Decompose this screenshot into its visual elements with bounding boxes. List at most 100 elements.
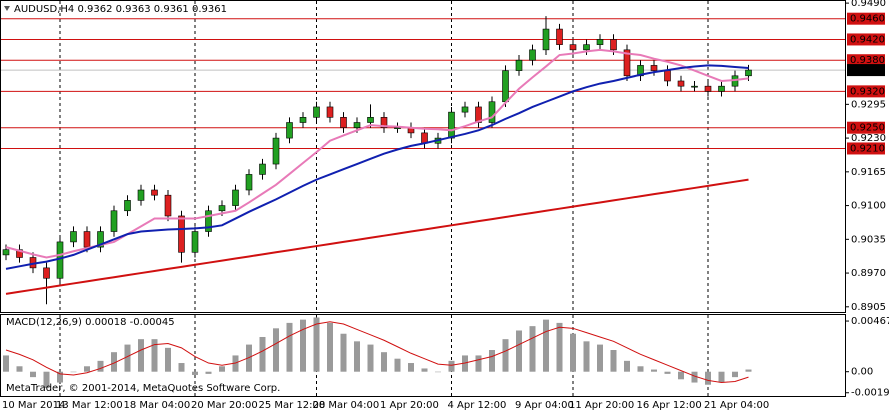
macd-panel — [0, 314, 846, 397]
candle-body — [191, 231, 199, 253]
y-tick-label: 0.9035 — [851, 234, 886, 245]
candle-body — [380, 117, 388, 129]
level-label-bg — [847, 142, 885, 155]
candle-body — [97, 231, 104, 248]
macd-bar — [637, 366, 644, 372]
macd-bar — [489, 350, 495, 372]
macd-bar — [30, 371, 36, 378]
level-label-bg — [847, 54, 885, 67]
macd-bar — [151, 339, 158, 372]
candle-body — [650, 65, 658, 71]
macd-bar — [691, 371, 698, 383]
macd-bar — [381, 352, 387, 372]
macd-bar — [435, 371, 441, 373]
level-label-bg — [847, 12, 885, 25]
last-price-bg — [847, 64, 885, 77]
candle-body — [556, 28, 563, 45]
macd-bar — [165, 347, 171, 372]
y-tick-label: 0.00 — [851, 367, 873, 378]
macd-bar — [408, 363, 414, 372]
macd-bar — [178, 363, 185, 372]
macd-bar — [124, 344, 131, 372]
candle-body — [542, 28, 550, 51]
macd-bar — [219, 366, 225, 372]
macd-bar — [57, 371, 63, 383]
macd-bar — [300, 319, 306, 372]
level-label: 0.9320 — [850, 86, 885, 97]
y-tick-label: 0.9100 — [851, 201, 886, 212]
candle-body — [56, 241, 64, 279]
level-label: 0.9420 — [850, 34, 885, 45]
candle-body — [394, 127, 401, 130]
candle-body — [515, 59, 523, 71]
y-tick-label: 0.9165 — [851, 167, 886, 178]
x-tick-label: 10 Mar 2014 — [2, 400, 65, 411]
candle-body — [299, 117, 307, 123]
candle-body — [2, 249, 10, 256]
x-tick-label: 16 Apr 12:00 — [637, 400, 702, 411]
macd-bar — [664, 371, 671, 374]
candle-body — [245, 174, 253, 191]
y-tick-label: 0.9295 — [851, 99, 886, 110]
last-price-label: 0.9361 — [850, 65, 885, 76]
macd-bar — [84, 366, 90, 372]
watermark: MetaTrader, © 2001-2014, MetaQuotes Soft… — [6, 383, 280, 394]
candle-body — [704, 85, 712, 92]
macd-bar — [138, 339, 144, 372]
macd-bar — [394, 358, 401, 372]
macd-bar — [705, 371, 711, 385]
x-tick-label: 25 Mar 12:00 — [259, 400, 326, 411]
candle-body — [340, 117, 347, 129]
candle-body — [718, 85, 725, 92]
x-tick-label: 4 Apr 12:00 — [448, 400, 507, 411]
macd-bar — [651, 369, 657, 372]
macd-bar — [259, 336, 266, 372]
level-label: 0.9250 — [850, 123, 885, 134]
candle-body — [137, 189, 145, 201]
candle-body — [421, 132, 428, 144]
macd-bar — [286, 322, 293, 372]
macd-bar — [354, 341, 360, 372]
macd-bar — [340, 333, 347, 372]
candle-body — [272, 137, 280, 165]
symbol-icon — [4, 6, 10, 11]
macd-bar — [232, 355, 239, 372]
macd-bar — [570, 333, 576, 372]
candle-body — [124, 200, 131, 212]
candle-body — [83, 231, 91, 248]
candle-body — [448, 111, 455, 139]
candle-body — [313, 106, 320, 118]
macd-bar — [610, 350, 617, 372]
price-panel — [0, 0, 846, 313]
macd-bar — [516, 330, 522, 372]
macd-bar — [462, 355, 468, 372]
macd-bar — [97, 360, 104, 372]
candle-body — [110, 210, 118, 232]
level-label: 0.9380 — [850, 55, 885, 66]
macd-bar — [624, 360, 630, 372]
candle-body — [637, 65, 644, 77]
candle-body — [677, 80, 685, 87]
moving-average — [5, 178, 749, 295]
macd-bar — [273, 328, 279, 372]
macd-bar — [732, 371, 738, 378]
macd-signal — [5, 321, 749, 384]
macd-bar — [313, 317, 320, 372]
candle-body — [178, 215, 185, 253]
level-label-bg — [847, 85, 885, 98]
candle-body — [502, 70, 509, 103]
y-tick-label: 0.9230 — [851, 133, 886, 144]
moving-average — [5, 64, 749, 270]
macd-title: MACD(12,26,9) 0.00018 -0.00045 — [6, 317, 175, 328]
y-tick-label: 0.9490 — [851, 0, 886, 9]
macd-bar — [111, 352, 117, 372]
macd-bar — [583, 341, 590, 372]
macd-bar — [543, 319, 549, 372]
candle-body — [610, 39, 617, 51]
candle-body — [259, 163, 266, 175]
macd-bar — [43, 371, 50, 388]
macd-bar — [502, 339, 509, 372]
x-tick-label: 20 Mar 20:00 — [191, 400, 258, 411]
